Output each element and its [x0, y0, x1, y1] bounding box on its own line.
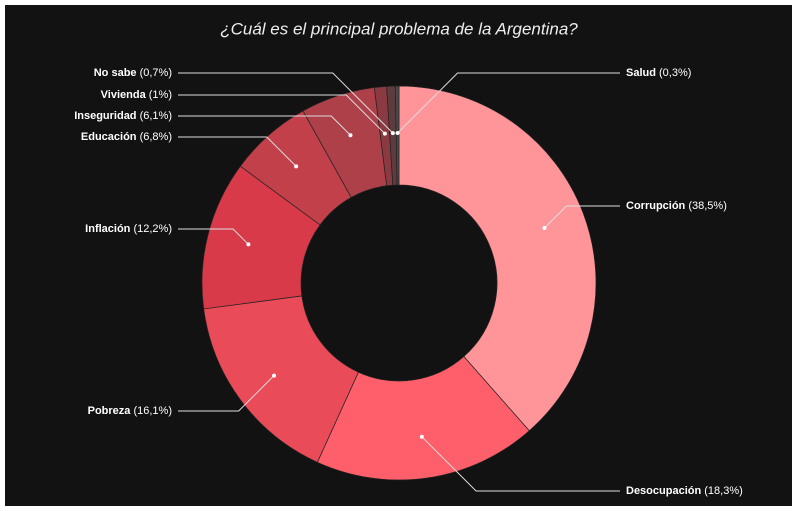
slice: [398, 85, 597, 432]
leader-dot: [390, 131, 395, 136]
leader-line: [421, 436, 620, 492]
leader-line: [178, 115, 351, 136]
slice-label: Inflación (12,2%): [85, 223, 172, 235]
leader-dot: [348, 133, 353, 138]
category-label: Educación: [81, 131, 137, 143]
value-label: (38,5%): [688, 200, 727, 212]
slice-label: Corrupción (38,5%): [626, 200, 727, 212]
slice-label: Vivienda (1%): [101, 89, 172, 101]
category-label: Salud: [626, 67, 656, 79]
leader-dot: [272, 373, 277, 378]
slice-label: Educación (6,8%): [81, 131, 172, 143]
leader-dot: [419, 434, 424, 439]
leader-line: [178, 375, 275, 412]
value-label: (1%): [149, 89, 172, 101]
value-label: (12,2%): [133, 223, 172, 235]
value-label: (18,3%): [704, 485, 743, 497]
category-label: Pobreza: [88, 405, 132, 417]
leader-dot: [395, 131, 400, 136]
slice-label: Desocupación (18,3%): [626, 485, 743, 497]
category-label: Corrupción: [626, 200, 686, 212]
leader-line: [178, 94, 386, 135]
category-label: Inflación: [85, 223, 131, 235]
leader-dot: [382, 131, 387, 136]
slice: [316, 356, 530, 481]
value-label: (0,7%): [140, 67, 172, 79]
leader-line: [178, 136, 297, 167]
category-label: No sabe: [94, 67, 137, 79]
leader-line: [178, 228, 249, 245]
leader-line: [178, 72, 394, 134]
value-label: (6,1%): [140, 110, 172, 122]
slice: [394, 85, 400, 186]
category-label: Inseguridad: [74, 110, 136, 122]
value-label: (6,8%): [140, 131, 172, 143]
category-label: Desocupación: [626, 485, 701, 497]
category-label: Vivienda: [101, 89, 147, 101]
leader-line: [544, 205, 620, 229]
slice-label: No sabe (0,7%): [94, 67, 172, 79]
leader-dot: [542, 226, 547, 231]
leader-line: [397, 72, 620, 134]
slice-label: Pobreza (16,1%): [88, 405, 172, 417]
slice: [203, 295, 359, 463]
slice-label: Salud (0,3%): [626, 67, 691, 79]
leader-dot: [294, 164, 299, 169]
chart-title: ¿Cuál es el principal problema de la Arg…: [220, 19, 578, 38]
value-label: (0,3%): [659, 67, 691, 79]
value-label: (16,1%): [133, 405, 172, 417]
slice-label: Inseguridad (6,1%): [74, 110, 172, 122]
leader-dot: [246, 242, 251, 247]
